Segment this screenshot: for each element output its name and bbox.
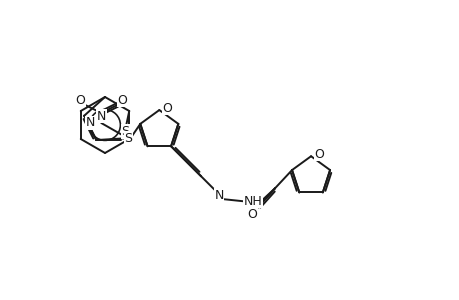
Text: O: O — [246, 208, 257, 221]
Text: O: O — [75, 94, 85, 106]
Text: N: N — [214, 189, 223, 202]
Text: N: N — [85, 116, 95, 129]
Text: O: O — [162, 102, 172, 115]
Text: S: S — [124, 132, 132, 145]
Text: S: S — [121, 125, 129, 138]
Text: O: O — [117, 94, 127, 106]
Text: N: N — [96, 110, 106, 122]
Text: NH: NH — [243, 195, 262, 208]
Text: O: O — [313, 148, 323, 161]
